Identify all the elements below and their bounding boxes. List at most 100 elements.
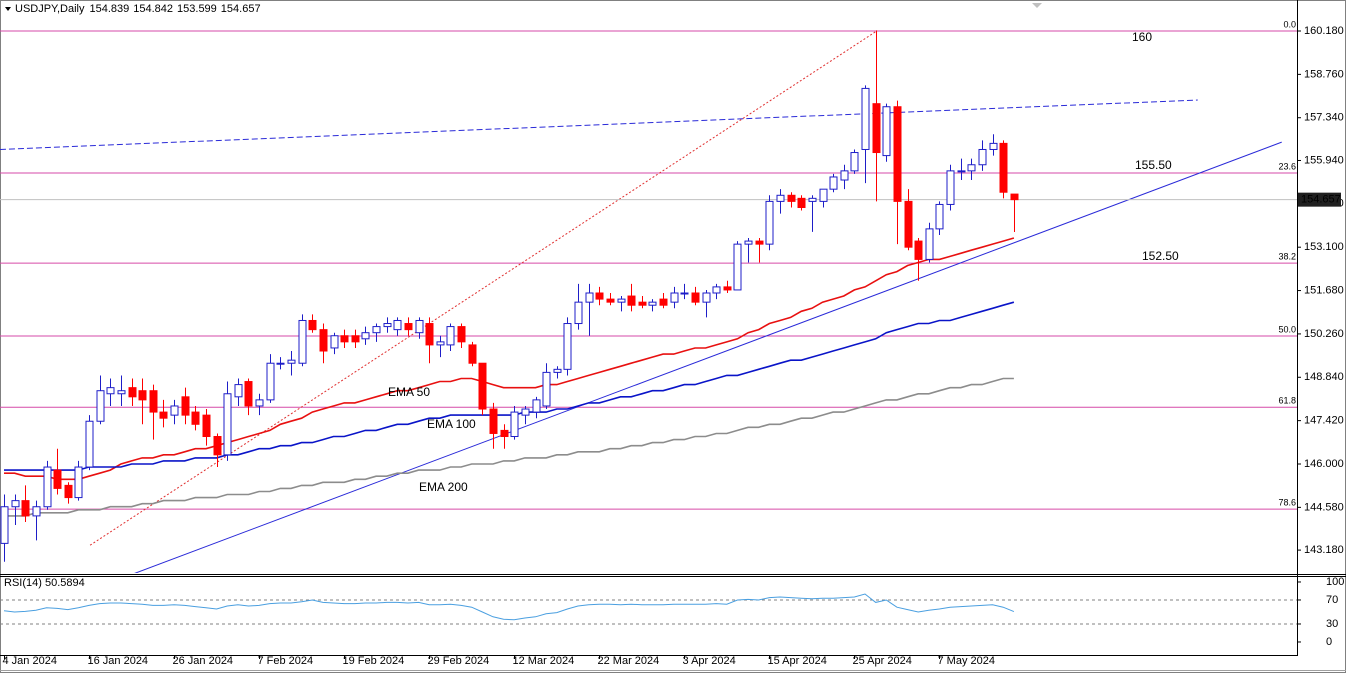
candle-body [149, 390, 158, 413]
candle-body [361, 332, 370, 340]
candle-body [53, 469, 62, 489]
candle-body [659, 298, 668, 306]
candle-body [585, 292, 594, 303]
candle-body [276, 362, 285, 365]
candle-body [861, 87, 870, 150]
menu-triangle[interactable] [5, 7, 11, 11]
candle-body [415, 319, 424, 334]
candle-body [478, 362, 487, 410]
candle-body [308, 319, 317, 331]
level-annotation: 160 [1132, 30, 1152, 44]
ema-label: EMA 100 [427, 417, 476, 431]
candle-body [21, 500, 30, 517]
candle-body [829, 176, 838, 190]
candle-body [425, 323, 434, 346]
x-tick-label: 4 Jan 2024 [3, 655, 57, 667]
candle-body [776, 194, 785, 202]
y-tick-label: 153.100 [1304, 241, 1344, 253]
fib-level-label: 38.2 [1278, 251, 1296, 261]
ema-line [4, 377, 1014, 517]
candle-body [595, 292, 604, 300]
fib-level-label: 0.0 [1283, 19, 1296, 29]
candle-body [723, 286, 732, 291]
candle-body [43, 466, 52, 508]
x-tick-label: 3 Apr 2024 [683, 655, 736, 667]
x-tick-label: 29 Feb 2024 [428, 655, 490, 667]
axes: 0.0 23.6 38.2 50.0 61.8 78.6 160 155.50 152.50 EM… [3, 19, 1345, 667]
y-tick-label: 151.680 [1304, 284, 1344, 296]
candle-body [521, 408, 530, 416]
candle-body [702, 292, 711, 303]
y-tick-label: 144.580 [1304, 501, 1344, 513]
candle-body [170, 405, 179, 416]
chart-header: USDJPY,Daily 154.839 154.842 153.599 154.657 [15, 3, 261, 15]
candle-body [574, 301, 583, 325]
candle-body [181, 396, 190, 416]
candle-body [202, 414, 211, 438]
x-tick-label: 22 Mar 2024 [598, 655, 660, 667]
trendline [89, 30, 877, 546]
candle-body [213, 436, 222, 456]
rsi-panel [0, 593, 1297, 625]
fib-level-label: 61.8 [1278, 396, 1296, 406]
shift-marker [1032, 3, 1042, 8]
y-tick-label: 157.340 [1304, 112, 1344, 124]
candle-body [266, 362, 275, 401]
y-tick-label: 148.840 [1304, 371, 1344, 383]
candle-body [468, 344, 477, 364]
candle-body [11, 500, 20, 508]
fib-level-label: 78.6 [1278, 498, 1296, 508]
y-tick-label: 160.180 [1304, 25, 1344, 37]
x-tick-label: 7 May 2024 [938, 655, 995, 667]
price-panel [0, 30, 1297, 573]
y-tick-label: 100 [1326, 576, 1344, 588]
current-price-label: 154.657 [1301, 194, 1341, 206]
candle-body [999, 142, 1008, 193]
candle-body [500, 429, 509, 438]
candle-body [96, 390, 105, 422]
candle-body [404, 323, 413, 331]
candle-body [0, 506, 9, 544]
candle-body [457, 326, 466, 343]
candle-body [106, 387, 115, 395]
x-tick-label: 15 Apr 2024 [768, 655, 827, 667]
y-tick-label: 70 [1326, 594, 1338, 606]
candle-body [691, 292, 700, 303]
candle-body [925, 228, 934, 260]
header-open: 154.839 [90, 3, 130, 15]
candle-body [967, 164, 976, 172]
candle-body [64, 484, 73, 499]
y-tick-label: 143.180 [1304, 544, 1344, 556]
level-annotation: 155.50 [1135, 158, 1172, 172]
candle-body [946, 170, 955, 205]
candle-body [819, 188, 828, 202]
candle-body [744, 240, 753, 245]
fib-level-label: 23.6 [1278, 161, 1296, 171]
candle-body [882, 106, 891, 157]
candle-body [648, 301, 657, 306]
ema-line [4, 301, 1015, 471]
candle-body [117, 390, 126, 395]
candle-body [32, 506, 41, 517]
candle-body [893, 106, 902, 202]
rsi-line [3, 593, 1015, 621]
candle-body [638, 301, 647, 306]
x-tick-label: 12 Mar 2024 [513, 655, 575, 667]
candle-body [287, 359, 296, 364]
candle-body [542, 371, 551, 407]
level-annotation: 152.50 [1142, 249, 1179, 263]
candle-body [978, 148, 987, 166]
trendline [134, 141, 1282, 573]
candle-body [670, 292, 679, 303]
candle-body [808, 197, 817, 202]
candle-body [234, 384, 243, 398]
candle-body [755, 240, 764, 245]
candle-body [957, 170, 966, 173]
y-tick-label: 146.000 [1304, 458, 1344, 470]
candle-body [85, 420, 94, 468]
y-tick-label: 0 [1326, 636, 1332, 648]
candle-body [489, 408, 498, 434]
candle-body [191, 411, 200, 425]
y-tick-label: 150.260 [1304, 328, 1344, 340]
